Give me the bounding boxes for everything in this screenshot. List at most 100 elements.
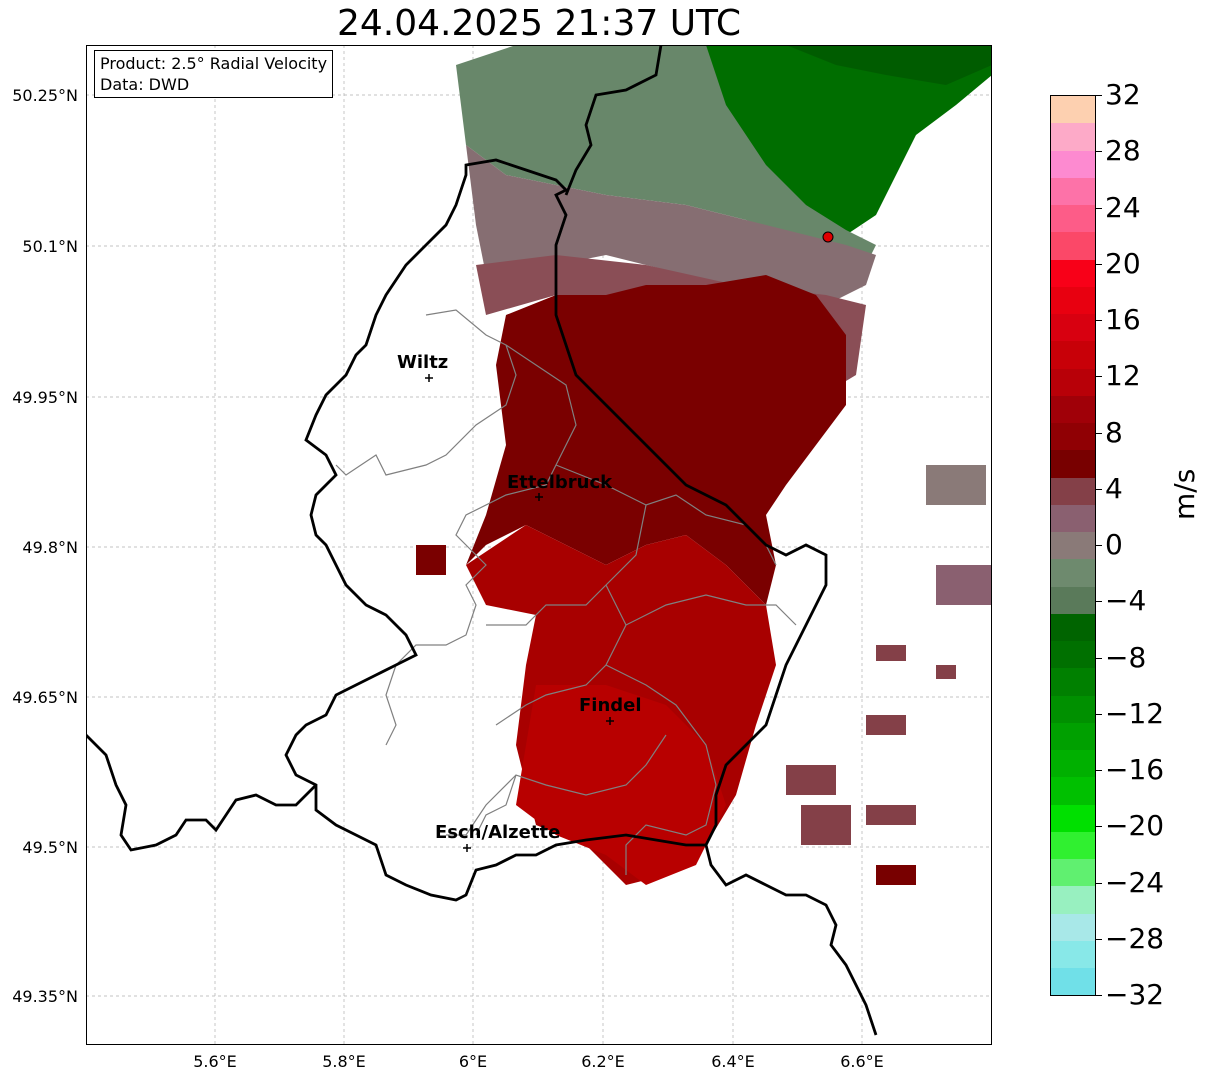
y-tick-label: 49.8°N <box>22 538 78 557</box>
colorbar-tick-mark <box>1096 713 1102 715</box>
colorbar-tick-mark <box>1096 207 1102 209</box>
colorbar-tick-mark <box>1096 432 1102 434</box>
map-title: 24.04.2025 21:37 UTC <box>336 3 742 44</box>
colorbar-tick-mark <box>1096 488 1102 490</box>
colorbar-tick-mark <box>1096 938 1102 940</box>
colorbar-tick-mark <box>1096 320 1102 321</box>
colorbar-segment <box>1051 586 1095 614</box>
colorbar-segment <box>1051 613 1095 641</box>
x-tick-label: 6.2°E <box>581 1052 625 1071</box>
y-tick-label: 49.5°N <box>22 838 78 857</box>
colorbar-segment <box>1051 750 1095 778</box>
colorbar-unit-label: m/s <box>1168 468 1201 520</box>
colorbar-segment <box>1051 150 1095 178</box>
colorbar-segment <box>1051 96 1095 124</box>
x-tick-label: 5.6°E <box>193 1052 237 1071</box>
colorbar-tick-mark <box>1096 601 1102 603</box>
colorbar-tick-label: 28 <box>1105 134 1141 168</box>
x-tick-label: 6.4°E <box>711 1052 755 1071</box>
colorbar-tick-mark <box>1096 151 1102 153</box>
colorbar-segment <box>1051 205 1095 233</box>
colorbar-segment <box>1051 913 1095 941</box>
city-label-findel: Findel <box>579 695 642 716</box>
city-marker-ettelbruck <box>535 493 543 501</box>
colorbar <box>1050 95 1096 996</box>
colorbar-segment <box>1051 286 1095 314</box>
colorbar-segment <box>1051 722 1095 750</box>
colorbar-segment <box>1051 450 1095 478</box>
colorbar-tick-label: −8 <box>1105 640 1147 674</box>
colorbar-tick-mark <box>1096 770 1102 771</box>
radar-echoes <box>416 45 992 885</box>
colorbar-segment <box>1051 641 1095 669</box>
colorbar-segment <box>1051 423 1095 451</box>
country-borders <box>86 45 878 1036</box>
y-tick-label: 50.25°N <box>12 86 78 105</box>
info-product: Product: 2.5° Radial Velocity <box>100 54 328 73</box>
colorbar-tick-label: 24 <box>1105 190 1141 224</box>
colorbar-segment <box>1051 259 1095 287</box>
colorbar-tick-mark <box>1096 263 1102 265</box>
colorbar-segment <box>1051 886 1095 914</box>
colorbar-segment <box>1051 940 1095 968</box>
colorbar-tick-label: 0 <box>1105 528 1123 561</box>
colorbar-segment <box>1051 341 1095 369</box>
colorbar-segment <box>1051 777 1095 805</box>
colorbar-tick-label: 8 <box>1105 415 1123 449</box>
y-tick-label: 49.65°N <box>12 688 78 707</box>
colorbar-segment <box>1051 123 1095 151</box>
colorbar-tick-label: 20 <box>1105 246 1141 280</box>
colorbar-tick-mark <box>1096 826 1102 828</box>
colorbar-segment <box>1051 804 1095 832</box>
colorbar-tick-label: 16 <box>1105 303 1141 336</box>
colorbar-segment <box>1051 968 1095 995</box>
colorbar-segment <box>1051 504 1095 532</box>
colorbar-tick-label: −16 <box>1105 753 1165 786</box>
colorbar-segment <box>1051 232 1095 260</box>
colorbar-segment <box>1051 532 1095 560</box>
colorbar-tick-mark <box>1096 376 1102 378</box>
city-marker-wiltz <box>425 374 433 382</box>
city-markers <box>425 374 614 852</box>
colorbar-tick-label: −12 <box>1105 696 1165 730</box>
colorbar-tick-mark <box>1096 995 1102 996</box>
city-label-wiltz: Wiltz <box>397 352 449 373</box>
colorbar-segment <box>1051 368 1095 396</box>
info-data-source: Data: DWD <box>100 75 190 94</box>
city-marker-findel <box>606 717 614 725</box>
y-tick-label: 50.1°N <box>22 237 78 256</box>
colorbar-segment <box>1051 831 1095 859</box>
colorbar-tick-mark <box>1096 882 1102 884</box>
colorbar-tick-label: −20 <box>1105 809 1165 843</box>
colorbar-tick-label: −28 <box>1105 921 1165 955</box>
radar-map-canvas <box>86 45 992 1045</box>
colorbar-tick-label: 12 <box>1105 359 1141 393</box>
y-tick-label: 49.95°N <box>12 388 78 407</box>
colorbar-segment <box>1051 477 1095 505</box>
city-marker-esch <box>463 844 471 852</box>
colorbar-tick-label: 4 <box>1105 471 1123 505</box>
x-tick-label: 6.6°E <box>840 1052 884 1071</box>
colorbar-segment <box>1051 177 1095 205</box>
radar-map <box>86 45 992 1045</box>
colorbar-tick-mark <box>1096 657 1102 659</box>
city-label-esch: Esch/Alzette <box>435 822 561 843</box>
colorbar-tick-mark <box>1096 545 1102 546</box>
radar-site-marker <box>822 231 834 243</box>
colorbar-segment <box>1051 859 1095 887</box>
y-tick-label: 49.35°N <box>12 987 78 1006</box>
city-label-ettelbruck: Ettelbruck <box>507 472 613 493</box>
colorbar-segment <box>1051 668 1095 696</box>
colorbar-tick-label: −32 <box>1105 978 1165 1011</box>
x-tick-label: 6°E <box>458 1052 488 1071</box>
colorbar-segment <box>1051 314 1095 342</box>
info-box: Product: 2.5° Radial Velocity Data: DWD <box>94 50 334 98</box>
colorbar-segment <box>1051 559 1095 587</box>
colorbar-segment <box>1051 395 1095 423</box>
colorbar-tick-label: −24 <box>1105 865 1165 899</box>
colorbar-tick-mark <box>1096 95 1102 96</box>
colorbar-segment <box>1051 695 1095 723</box>
colorbar-tick-label: 32 <box>1105 78 1141 111</box>
colorbar-tick-label: −4 <box>1105 584 1147 618</box>
x-tick-label: 5.8°E <box>322 1052 366 1071</box>
